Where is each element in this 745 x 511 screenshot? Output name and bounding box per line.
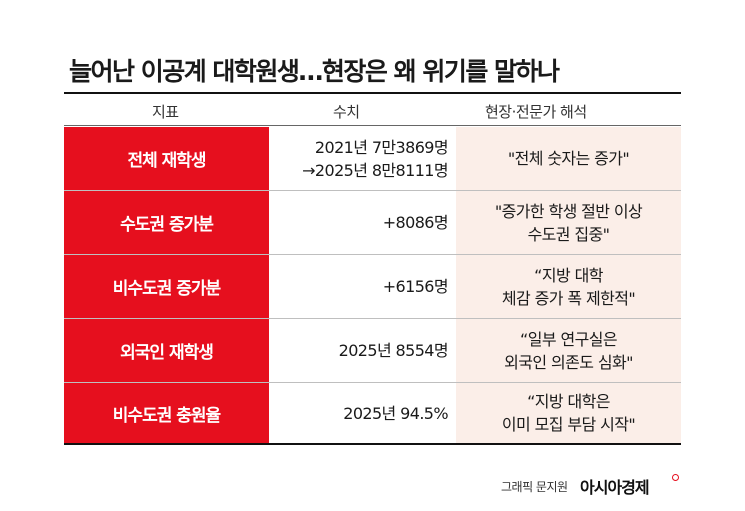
comment-line: “일부 연구실은 bbox=[520, 329, 618, 349]
page-title: 늘어난 이공계 대학원생…현장은 왜 위기를 말하나 bbox=[69, 57, 560, 86]
indicator-cell: 외국인 재학생 bbox=[64, 319, 269, 382]
comment-line: “지방 대학 bbox=[534, 265, 603, 285]
bottom-rule bbox=[64, 443, 681, 445]
table-row: 외국인 재학생 2025년 8554명 “일부 연구실은 외국인 의존도 심화" bbox=[64, 319, 681, 382]
row-divider bbox=[64, 254, 681, 255]
comment-cell: “지방 대학은 이미 모집 부담 시작" bbox=[456, 383, 681, 443]
comment-line: “지방 대학은 bbox=[527, 392, 610, 411]
value-cell: +8086명 bbox=[269, 191, 452, 254]
indicator-cell: 수도권 증가분 bbox=[64, 191, 269, 254]
comment-line: 외국인 의존도 심화" bbox=[504, 352, 633, 372]
comment-line: "증가한 학생 절반 이상 bbox=[494, 201, 643, 221]
header-indicator: 지표 bbox=[152, 103, 179, 121]
indicator-cell: 전체 재학생 bbox=[64, 127, 269, 190]
indicator-cell: 비수도권 증가분 bbox=[64, 255, 269, 318]
table-row: 비수도권 충원율 2025년 94.5% “지방 대학은 이미 모집 부담 시작… bbox=[64, 383, 681, 443]
row-divider bbox=[64, 382, 681, 383]
comment-cell: "전체 숫자는 증가" bbox=[456, 127, 681, 190]
graphic-credit: 그래픽 문지원 bbox=[501, 480, 568, 494]
value-cell: 2025년 8554명 bbox=[269, 319, 452, 382]
top-rule bbox=[64, 92, 681, 94]
row-divider bbox=[64, 190, 681, 191]
header-comment: 현장·전문가 해석 bbox=[485, 103, 587, 121]
value-line: 2025년 8554명 bbox=[338, 341, 449, 360]
value-cell: +6156명 bbox=[269, 255, 452, 318]
row-divider bbox=[64, 318, 681, 319]
header-rule bbox=[64, 125, 681, 126]
value-cell: 2021년 7만3869명 →2025년 8만8111명 bbox=[269, 127, 452, 190]
comment-line: 수도권 집중" bbox=[527, 224, 610, 244]
table-row: 전체 재학생 2021년 7만3869명 →2025년 8만8111명 "전체 … bbox=[64, 127, 681, 190]
value-line: 2025년 94.5% bbox=[343, 403, 448, 423]
comment-cell: “일부 연구실은 외국인 의존도 심화" bbox=[456, 319, 681, 382]
brand-mark-icon bbox=[672, 474, 679, 481]
comment-line: "전체 숫자는 증가" bbox=[507, 149, 630, 168]
value-line: +8086명 bbox=[382, 213, 449, 232]
comment-cell: “지방 대학 체감 증가 폭 제한적" bbox=[456, 255, 681, 318]
value-line: 2021년 7만3869명 bbox=[314, 137, 449, 157]
table-row: 비수도권 증가분 +6156명 “지방 대학 체감 증가 폭 제한적" bbox=[64, 255, 681, 318]
brand-logo: 아시아경제 bbox=[580, 478, 650, 497]
comment-cell: "증가한 학생 절반 이상 수도권 집중" bbox=[456, 191, 681, 254]
header-value: 수치 bbox=[333, 103, 360, 121]
table-row: 수도권 증가분 +8086명 "증가한 학생 절반 이상 수도권 집중" bbox=[64, 191, 681, 254]
value-line: +6156명 bbox=[382, 277, 449, 296]
comment-line: 이미 모집 부담 시작" bbox=[501, 415, 636, 434]
value-line: →2025년 8만8111명 bbox=[302, 160, 448, 180]
comment-line: 체감 증가 폭 제한적" bbox=[501, 288, 636, 308]
indicator-cell: 비수도권 충원율 bbox=[64, 383, 269, 443]
value-cell: 2025년 94.5% bbox=[269, 383, 452, 443]
